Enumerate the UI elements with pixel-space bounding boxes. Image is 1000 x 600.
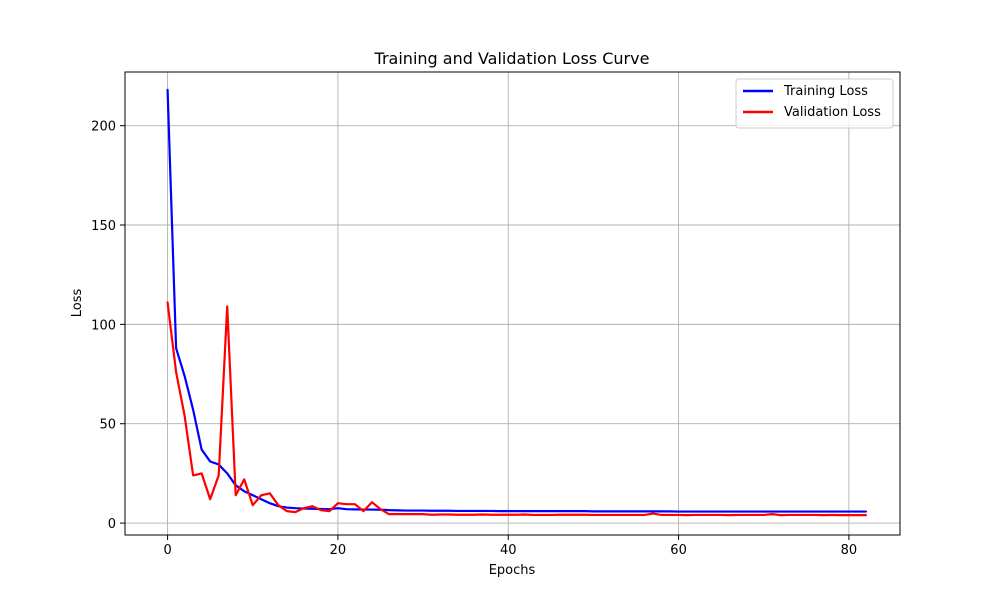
legend: Training Loss Validation Loss: [735, 78, 894, 129]
x-tick-label: 60: [670, 543, 687, 558]
series-lines: [166, 88, 868, 517]
training-loss-line: [166, 88, 868, 513]
grid-lines: [125, 72, 900, 535]
legend-label-validation: Validation Loss: [784, 105, 881, 120]
x-axis-label: Epochs: [489, 563, 536, 578]
y-tick-label: 200: [91, 120, 116, 135]
validation-loss-line: [166, 301, 868, 517]
x-tick-label: 80: [841, 543, 858, 558]
y-tick-label: 100: [91, 318, 116, 333]
x-tick-label: 40: [500, 543, 517, 558]
axis-ticks: 0 20 40 60 80 0 50 100 150 200: [91, 120, 857, 558]
x-tick-label: 0: [163, 543, 171, 558]
plot-frame: [124, 71, 901, 536]
legend-box: [735, 78, 894, 129]
x-tick-label: 20: [330, 543, 347, 558]
y-tick-label: 50: [99, 418, 116, 433]
chart-title: Training and Validation Loss Curve: [374, 49, 650, 68]
legend-label-training: Training Loss: [783, 84, 868, 99]
y-tick-label: 150: [91, 219, 116, 234]
y-tick-label: 0: [108, 517, 116, 532]
y-axis-label: Loss: [70, 289, 85, 318]
